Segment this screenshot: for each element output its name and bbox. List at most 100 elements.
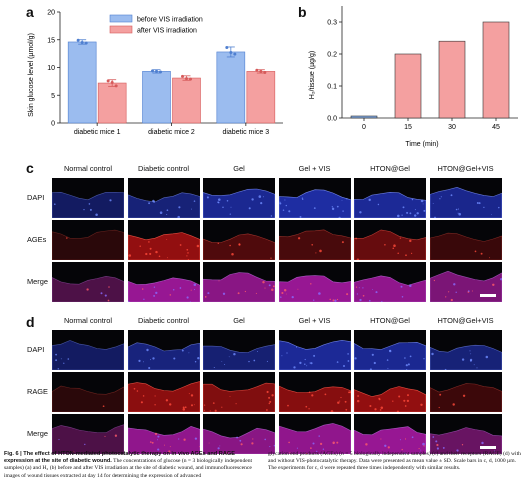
column-header: HTON@Gel+VIS bbox=[437, 164, 494, 173]
column-header: HTON@Gel bbox=[370, 316, 410, 325]
chart-b-category-label: 0 bbox=[362, 124, 366, 131]
micrograph-tile bbox=[203, 262, 275, 302]
chart-a-ylabel: Skin glucose level (µmol/g) bbox=[28, 33, 35, 117]
micrograph-tile bbox=[278, 372, 351, 412]
micrograph-tile bbox=[52, 330, 124, 370]
row-header: Merge bbox=[27, 277, 48, 286]
micrograph-tile bbox=[354, 372, 426, 412]
micrograph-tile bbox=[127, 178, 200, 218]
micrograph-tile bbox=[52, 220, 124, 260]
chart-b-ytick-label: 0.3 bbox=[327, 20, 337, 27]
panel-label-b: b bbox=[298, 4, 307, 20]
panel-label-d: d bbox=[26, 314, 35, 330]
chart-b-category-label: 30 bbox=[448, 124, 456, 131]
micrograph-tile bbox=[203, 372, 275, 412]
chart-b-bar bbox=[394, 53, 422, 119]
micrograph-tile bbox=[203, 330, 275, 370]
chart-a-point bbox=[259, 69, 263, 73]
micrograph-tile bbox=[429, 330, 502, 370]
column-header: Gel + VIS bbox=[298, 316, 331, 325]
column-header: Diabetic control bbox=[138, 164, 189, 173]
caption-title: Fig. 6 | The effect of HTON-mediated pho… bbox=[4, 451, 235, 465]
chart-a-ytick-label: 20 bbox=[47, 10, 55, 17]
column-header: Diabetic control bbox=[138, 316, 189, 325]
micrograph-tile bbox=[52, 262, 124, 302]
chart-b-ytick-label: 0.2 bbox=[327, 52, 337, 59]
micrograph-tile bbox=[354, 262, 426, 302]
chart-a-bar bbox=[172, 77, 201, 124]
chart-a-category-label: diabetic mice 1 bbox=[74, 129, 121, 136]
chart-b-category-label: 15 bbox=[404, 124, 412, 131]
micrograph-tile bbox=[278, 178, 351, 218]
row-header: AGEs bbox=[27, 235, 47, 244]
column-header: Gel + VIS bbox=[298, 164, 331, 173]
micrograph-tile bbox=[429, 372, 502, 412]
caption-text-right: glycation end products (AGEs) (n = 5 bio… bbox=[268, 451, 521, 472]
chart-a-ytick-label: 0 bbox=[51, 121, 55, 128]
chart-a-legend-swatch bbox=[109, 25, 133, 34]
micrograph-tile bbox=[278, 262, 351, 302]
micrograph-tile bbox=[354, 178, 426, 218]
chart-a-legend-swatch bbox=[109, 14, 133, 23]
chart-b-xlabel: Time (min) bbox=[405, 141, 438, 148]
micrograph-tile bbox=[354, 414, 426, 454]
chart-a-category-label: diabetic mice 2 bbox=[148, 129, 195, 136]
chart-a-bar bbox=[216, 51, 246, 124]
chart-b-ytick-label: 0.1 bbox=[327, 84, 337, 91]
panel-label-a: a bbox=[26, 4, 34, 20]
chart-a-bar bbox=[246, 71, 276, 124]
column-header: Gel bbox=[233, 164, 245, 173]
column-header: Normal control bbox=[63, 164, 113, 173]
chart-b-ylabel: H₂/tissue (µg/g) bbox=[309, 51, 316, 99]
micrograph-tile bbox=[52, 178, 124, 218]
chart-a-bar bbox=[142, 71, 171, 124]
hydrogen-bar-chart: 0.0 0.1 0.2 0.3 0 15 30 45 H₂/tissue (µg/g) Tim… bbox=[309, 6, 518, 148]
row-header: DAPI bbox=[27, 345, 45, 354]
chart-a-ytick-label: 5 bbox=[51, 93, 55, 100]
chart-a-point bbox=[263, 70, 267, 74]
chart-b-ytick-label: 0.0 bbox=[327, 116, 337, 123]
micrograph-tile bbox=[354, 220, 426, 260]
chart-a-bar bbox=[67, 41, 97, 124]
micrograph-tile bbox=[203, 414, 275, 454]
chart-a-ytick-label: 15 bbox=[47, 37, 55, 44]
chart-a-point bbox=[255, 68, 259, 72]
micrograph-tile bbox=[127, 372, 200, 412]
micrograph-tile bbox=[429, 220, 502, 260]
chart-a-point bbox=[110, 80, 114, 84]
chart-a-point bbox=[80, 41, 84, 45]
row-header: RAGE bbox=[27, 387, 48, 396]
chart-a-ytick-label: 10 bbox=[47, 65, 55, 72]
micrograph-tile bbox=[203, 220, 275, 260]
chart-a-legend-label: before VIS irradiation bbox=[137, 17, 203, 24]
chart-b-bar bbox=[350, 115, 378, 119]
micrograph-tile bbox=[52, 414, 124, 454]
scale-bar bbox=[479, 446, 496, 449]
chart-b-bar bbox=[482, 21, 510, 119]
micrograph-tile bbox=[278, 220, 351, 260]
chart-b-bar bbox=[438, 40, 466, 119]
caption-text-left: The concentrations of glucose (n = 3 bio… bbox=[4, 458, 253, 479]
glucose-bar-chart: 0 5 10 15 20 diabetic mice 1 diabetic mice 2 di… bbox=[28, 10, 283, 136]
chart-a-point bbox=[229, 51, 233, 55]
chart-a-point bbox=[185, 77, 188, 81]
chart-a-point bbox=[225, 46, 229, 50]
chart-a-category-label: diabetic mice 3 bbox=[222, 129, 269, 136]
chart-a-point bbox=[155, 69, 158, 73]
chart-a-point bbox=[159, 70, 162, 74]
chart-a-legend-label: after VIS irradiation bbox=[137, 28, 197, 35]
chart-a-point bbox=[106, 79, 110, 83]
micrograph-tile bbox=[203, 178, 275, 218]
column-header: HTON@Gel bbox=[370, 164, 410, 173]
chart-a-point bbox=[114, 84, 118, 88]
micrograph-tile bbox=[127, 414, 200, 454]
chart-b-category-label: 45 bbox=[492, 124, 500, 131]
chart-a-point bbox=[233, 52, 237, 56]
micrograph-tile bbox=[127, 262, 200, 302]
chart-a-point bbox=[76, 38, 80, 42]
micrograph-tile bbox=[52, 372, 124, 412]
chart-a-point bbox=[84, 41, 88, 45]
column-header: Normal control bbox=[63, 316, 113, 325]
scale-bar bbox=[479, 294, 496, 297]
panel-label-c: c bbox=[26, 160, 34, 176]
